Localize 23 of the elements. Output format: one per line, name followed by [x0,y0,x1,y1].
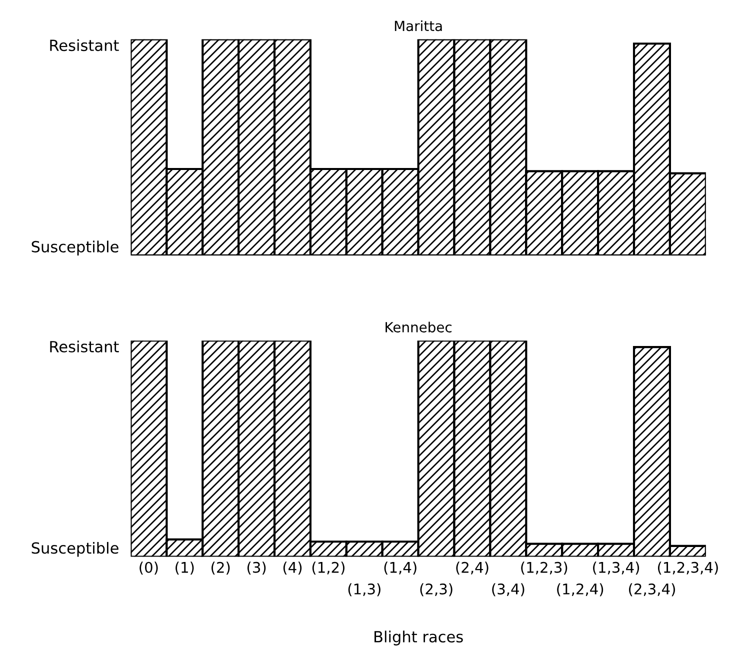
text: Susceptible [32,542,118,557]
x-tick-label: (3) [247,562,266,575]
x-tick-label: (2,3,4) [629,583,675,596]
x-tick-label: (1,3) [348,583,380,596]
x-tick-label: (1,4) [384,562,416,575]
chart-title: Maritta [394,20,442,32]
x-tick-label: (3,4) [492,583,524,596]
x-tick-label: (1) [176,562,194,575]
text: Resistant [50,340,119,352]
x-tick-label: (2,4) [456,562,488,575]
chart-title: Kennebec [386,322,452,332]
x-tick-label: (1,2) [312,562,344,575]
x-tick-label: (1,2,4) [557,583,604,596]
x-tick-label: (2) [212,562,230,575]
x-tick-label: (4) [283,562,302,575]
text: Resistant [50,39,119,52]
x-tick-label: (1,2,3) [521,562,568,575]
x-axis-title: Blight races [374,630,463,646]
x-tick-label: (0) [140,562,158,575]
x-tick-label: (1,3,4) [593,562,640,575]
x-tick-label: (2,3) [420,583,452,596]
text: Susceptible [32,240,118,256]
x-tick-label: (1,2,3,4) [658,562,718,575]
